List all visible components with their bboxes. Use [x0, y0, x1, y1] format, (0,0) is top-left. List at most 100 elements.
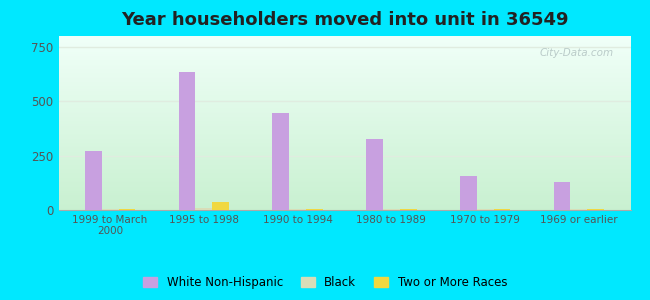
Bar — [58, 79, 630, 80]
Bar — [58, 55, 630, 56]
Bar — [306, 209, 323, 210]
Bar — [58, 195, 630, 196]
Bar — [272, 113, 289, 210]
Bar — [58, 172, 630, 173]
Bar — [58, 75, 630, 76]
Bar — [58, 67, 630, 68]
Bar — [58, 167, 630, 168]
Bar — [58, 152, 630, 153]
Bar — [58, 122, 630, 123]
Bar — [58, 126, 630, 127]
Bar — [58, 128, 630, 129]
Bar — [58, 96, 630, 97]
Bar — [58, 86, 630, 87]
Bar — [58, 198, 630, 199]
Bar — [58, 205, 630, 206]
Bar — [58, 141, 630, 142]
Bar — [58, 72, 630, 73]
Bar — [58, 118, 630, 119]
Bar — [58, 40, 630, 41]
Bar — [58, 192, 630, 193]
Bar — [58, 207, 630, 208]
Bar — [58, 51, 630, 52]
Bar — [58, 116, 630, 117]
Bar — [58, 188, 630, 189]
Bar — [58, 84, 630, 85]
Bar — [58, 136, 630, 137]
Bar — [58, 131, 630, 132]
Bar — [58, 91, 630, 92]
Bar — [58, 125, 630, 126]
Bar — [58, 62, 630, 63]
Bar — [58, 69, 630, 70]
Legend: White Non-Hispanic, Black, Two or More Races: White Non-Hispanic, Black, Two or More R… — [138, 272, 512, 294]
Bar — [58, 94, 630, 95]
Bar — [58, 155, 630, 156]
Bar — [58, 140, 630, 141]
Bar — [58, 105, 630, 106]
Bar — [58, 160, 630, 161]
Bar — [58, 43, 630, 44]
Bar — [58, 148, 630, 149]
Bar — [58, 153, 630, 154]
Bar — [58, 171, 630, 172]
Bar — [58, 133, 630, 134]
Bar — [58, 186, 630, 187]
Bar — [58, 135, 630, 136]
Bar — [58, 107, 630, 108]
Bar — [58, 80, 630, 81]
Bar — [58, 117, 630, 118]
Bar — [58, 158, 630, 159]
Bar — [58, 182, 630, 183]
Bar — [58, 60, 630, 61]
Bar — [58, 50, 630, 51]
Bar — [58, 101, 630, 102]
Bar — [58, 45, 630, 46]
Bar — [588, 209, 604, 210]
Bar — [58, 113, 630, 114]
Bar — [58, 119, 630, 120]
Bar — [571, 209, 588, 210]
Bar — [118, 209, 135, 210]
Bar — [554, 182, 571, 210]
Bar — [58, 181, 630, 182]
Bar — [213, 202, 229, 210]
Bar — [58, 121, 630, 122]
Bar — [58, 151, 630, 152]
Bar — [58, 202, 630, 203]
Title: Year householders moved into unit in 36549: Year householders moved into unit in 365… — [121, 11, 568, 29]
Bar — [58, 164, 630, 165]
Bar — [101, 209, 118, 210]
Bar — [58, 65, 630, 66]
Bar — [58, 157, 630, 158]
Bar — [58, 183, 630, 184]
Bar — [58, 134, 630, 135]
Bar — [58, 37, 630, 38]
Bar — [58, 169, 630, 170]
Bar — [58, 87, 630, 88]
Bar — [58, 106, 630, 107]
Bar — [58, 194, 630, 195]
Bar — [58, 173, 630, 174]
Bar — [58, 170, 630, 171]
Bar — [58, 199, 630, 200]
Bar — [58, 85, 630, 86]
Bar — [58, 178, 630, 179]
Bar — [58, 100, 630, 101]
Bar — [58, 193, 630, 194]
Bar — [58, 88, 630, 89]
Bar — [58, 123, 630, 124]
Bar — [58, 63, 630, 64]
Bar — [58, 78, 630, 79]
Bar — [58, 76, 630, 77]
Bar — [58, 102, 630, 103]
Bar — [58, 118, 630, 119]
Bar — [58, 41, 630, 42]
Bar — [58, 159, 630, 160]
Bar — [58, 77, 630, 78]
Bar — [58, 54, 630, 55]
Bar — [58, 111, 630, 112]
Bar — [58, 187, 630, 188]
Bar — [58, 74, 630, 75]
Bar — [58, 124, 630, 125]
